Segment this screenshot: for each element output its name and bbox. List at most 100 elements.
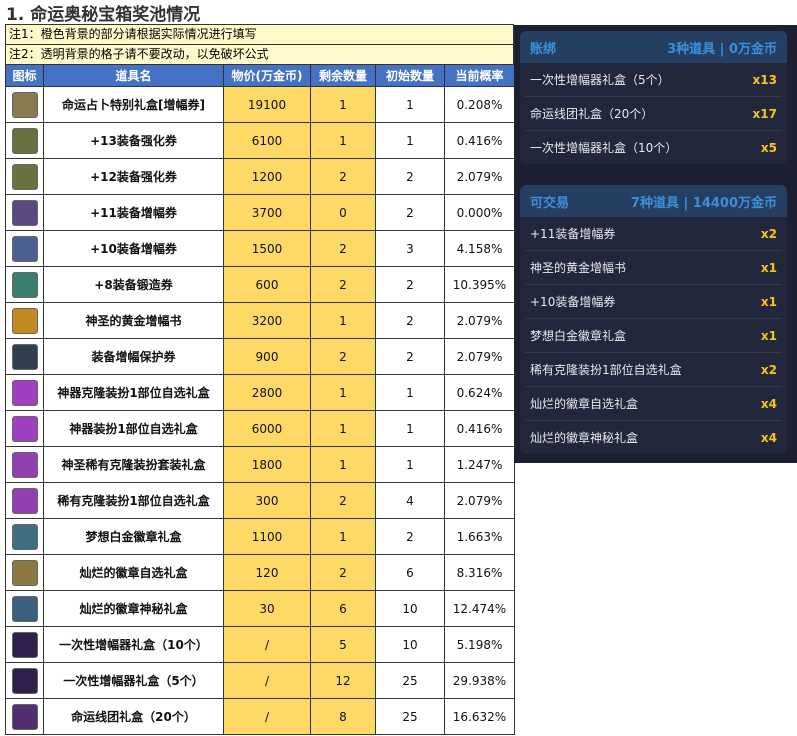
list-item-qty: x1: [760, 260, 777, 275]
item-icon-cell: [5, 482, 44, 519]
list-item: +11装备增幅券 x2: [525, 217, 782, 251]
item-price[interactable]: /: [223, 662, 311, 699]
item-remain[interactable]: 2: [310, 482, 376, 519]
table-row: +13装备强化券 6100 1 1 0.416%: [5, 122, 515, 159]
item-remain[interactable]: 1: [310, 518, 376, 555]
list-item: 灿烂的徽章神秘礼盒 x4: [525, 421, 782, 454]
list-item: 一次性增幅器礼盒（10个） x5: [525, 131, 782, 164]
item-initial: 1: [375, 374, 445, 411]
item-price[interactable]: 6100: [223, 122, 311, 159]
bound-card: 账绑 3种道具 | 0万金币 一次性增幅器礼盒（5个） x13 命运线团礼盒（20个）…: [520, 31, 787, 164]
item-icon-cell: [5, 518, 44, 555]
item-probability: 0.624%: [444, 374, 515, 411]
item-icon: [11, 91, 38, 118]
list-item-name: 梦想白金徽章礼盒: [530, 329, 627, 343]
table-row: 一次性增幅器礼盒（5个） / 12 25 29.938%: [5, 662, 515, 699]
item-price[interactable]: 2800: [223, 374, 311, 411]
item-icon-cell: [5, 122, 44, 159]
item-initial: 1: [375, 86, 445, 123]
table-row: +12装备强化券 1200 2 2 2.079%: [5, 158, 515, 195]
item-price[interactable]: 3200: [223, 302, 311, 339]
item-initial: 2: [375, 158, 445, 195]
list-item-qty: x17: [752, 106, 777, 121]
item-probability: 0.208%: [444, 86, 515, 123]
table-row: 灿烂的徽章神秘礼盒 30 6 10 12.474%: [5, 590, 515, 627]
item-icon-cell: [5, 410, 44, 447]
item-price[interactable]: 900: [223, 338, 311, 375]
item-icon: [11, 163, 38, 190]
item-price[interactable]: 1500: [223, 230, 311, 267]
item-remain[interactable]: 1: [310, 374, 376, 411]
header-probability: 当前概率: [444, 64, 515, 87]
item-probability: 1.247%: [444, 446, 515, 483]
note-1: 注1：橙色背景的部分请根据实际情况进行填写: [5, 24, 514, 44]
item-name: 神圣稀有克隆装扮套装礼盒: [43, 446, 224, 483]
item-price[interactable]: /: [223, 626, 311, 663]
header-icon: 图标: [5, 64, 44, 87]
item-remain[interactable]: 2: [310, 338, 376, 375]
item-name: +10装备增幅券: [43, 230, 224, 267]
item-initial: 25: [375, 698, 445, 735]
item-remain[interactable]: 1: [310, 446, 376, 483]
item-remain[interactable]: 8: [310, 698, 376, 735]
item-icon: [11, 595, 38, 622]
item-price[interactable]: 120: [223, 554, 311, 591]
item-name: 一次性增幅器礼盒（5个）: [43, 662, 224, 699]
header-name: 道具名: [43, 64, 224, 87]
item-initial: 2: [375, 194, 445, 231]
item-price[interactable]: 3700: [223, 194, 311, 231]
item-remain[interactable]: 12: [310, 662, 376, 699]
table-row: 神器装扮1部位自选礼盒 6000 1 1 0.416%: [5, 410, 515, 447]
header-price: 物价(万金币): [223, 64, 311, 87]
item-remain[interactable]: 2: [310, 230, 376, 267]
item-probability: 2.079%: [444, 302, 515, 339]
table-row: 装备增幅保护券 900 2 2 2.079%: [5, 338, 515, 375]
item-price[interactable]: 1100: [223, 518, 311, 555]
item-initial: 3: [375, 230, 445, 267]
item-remain[interactable]: 1: [310, 122, 376, 159]
item-name: 神器克隆装扮1部位自选礼盒: [43, 374, 224, 411]
item-remain[interactable]: 0: [310, 194, 376, 231]
item-remain[interactable]: 1: [310, 302, 376, 339]
item-initial: 2: [375, 302, 445, 339]
item-icon-cell: [5, 590, 44, 627]
item-remain[interactable]: 6: [310, 590, 376, 627]
list-item-qty: x4: [760, 396, 777, 411]
item-remain[interactable]: 2: [310, 554, 376, 591]
item-price[interactable]: 30: [223, 590, 311, 627]
list-item: 神圣的黄金增幅书 x1: [525, 251, 782, 285]
bound-summary: 3种道具 | 0万金币: [667, 41, 777, 57]
item-remain[interactable]: 1: [310, 410, 376, 447]
item-icon: [11, 379, 38, 406]
item-icon-cell: [5, 626, 44, 663]
table-row: 一次性增幅器礼盒（10个） / 5 10 5.198%: [5, 626, 515, 663]
note-2: 注2：透明背景的格子请不要改动，以免破坏公式: [5, 44, 514, 64]
table-row: 梦想白金徽章礼盒 1100 1 2 1.663%: [5, 518, 515, 555]
item-remain[interactable]: 5: [310, 626, 376, 663]
item-icon-cell: [5, 86, 44, 123]
item-price[interactable]: 6000: [223, 410, 311, 447]
item-icon: [11, 307, 38, 334]
table-row: 灿烂的徽章自选礼盒 120 2 6 8.316%: [5, 554, 515, 591]
item-remain[interactable]: 2: [310, 158, 376, 195]
item-price[interactable]: 1200: [223, 158, 311, 195]
item-price[interactable]: 1800: [223, 446, 311, 483]
item-price[interactable]: /: [223, 698, 311, 735]
item-price[interactable]: 300: [223, 482, 311, 519]
list-item-qty: x4: [760, 430, 777, 445]
table-row: 神器克隆装扮1部位自选礼盒 2800 1 1 0.624%: [5, 374, 515, 411]
item-icon: [11, 415, 38, 442]
item-icon: [11, 199, 38, 226]
item-price[interactable]: 600: [223, 266, 311, 303]
item-name: 命运占卜特别礼盒[增幅券]: [43, 86, 224, 123]
list-item-qty: x5: [760, 140, 777, 155]
table-row: 稀有克隆装扮1部位自选礼盒 300 2 4 2.079%: [5, 482, 515, 519]
item-name: 命运线团礼盒（20个）: [43, 698, 224, 735]
item-name: 梦想白金徽章礼盒: [43, 518, 224, 555]
list-item-name: 一次性增幅器礼盒（5个）: [530, 73, 670, 87]
item-probability: 1.663%: [444, 518, 515, 555]
item-initial: 1: [375, 410, 445, 447]
item-remain[interactable]: 1: [310, 86, 376, 123]
item-price[interactable]: 19100: [223, 86, 311, 123]
item-remain[interactable]: 2: [310, 266, 376, 303]
